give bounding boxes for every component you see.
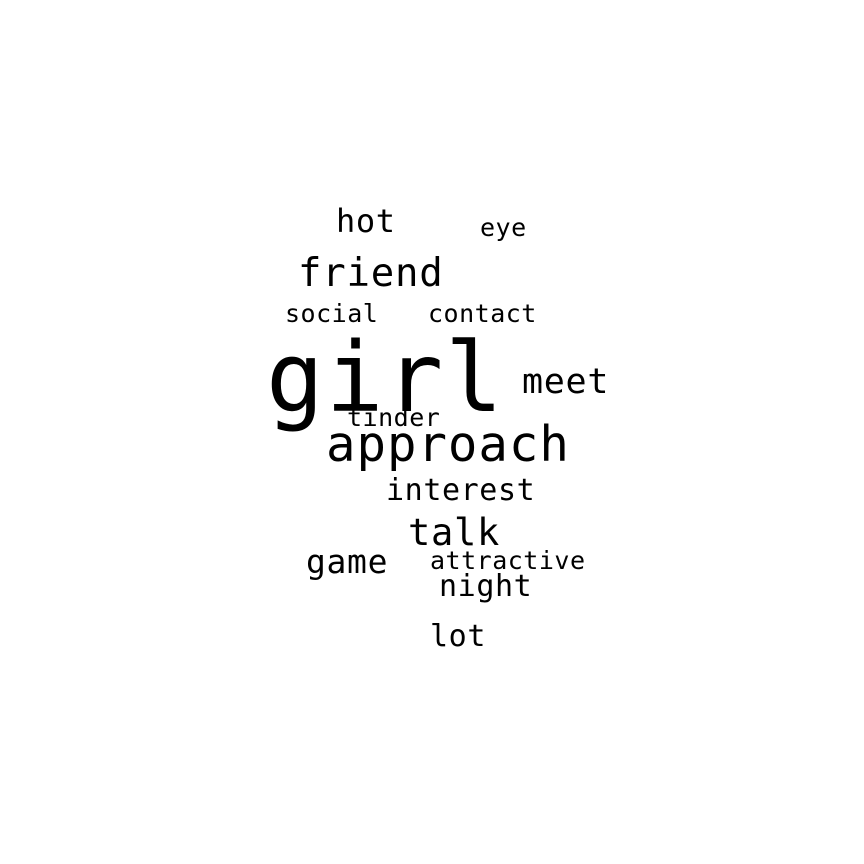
word-friend: friend <box>298 251 444 296</box>
word-approach: approach <box>326 416 570 473</box>
word-game: game <box>306 542 389 581</box>
word-interest: interest <box>386 473 536 508</box>
word-eye: eye <box>480 213 527 242</box>
word-girl: girl <box>266 322 505 434</box>
word-talk: talk <box>408 511 501 554</box>
word-social: social <box>285 299 379 328</box>
word-tinder: tinder <box>347 403 441 432</box>
word-night: night <box>439 569 533 604</box>
word-attractive: attractive <box>430 546 586 575</box>
word-meet: meet <box>522 362 610 402</box>
word-hot: hot <box>336 202 396 240</box>
word-contact: contact <box>428 299 537 328</box>
word-lot: lot <box>430 619 486 654</box>
